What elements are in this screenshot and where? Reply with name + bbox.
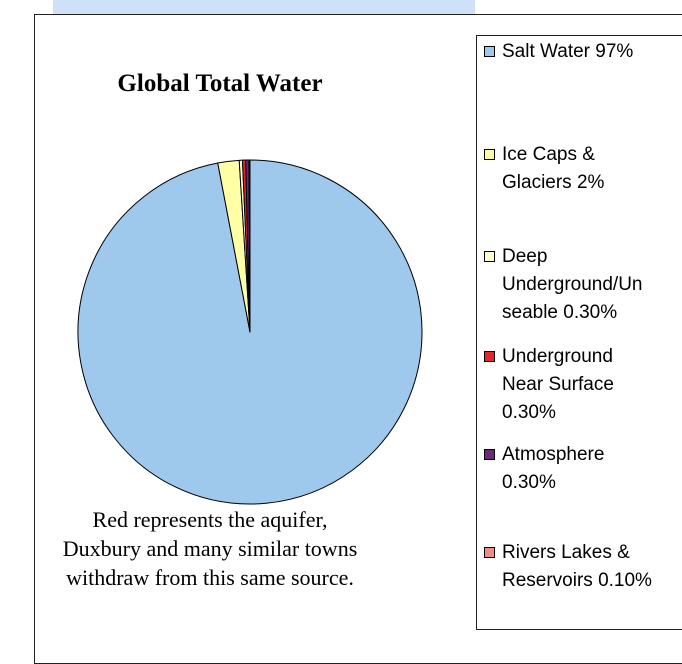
legend-label: Rivers Lakes & Reservoirs 0.10% bbox=[502, 539, 682, 595]
chart-caption: Red represents the aquifer, Duxbury and … bbox=[40, 505, 380, 592]
legend-swatch bbox=[484, 251, 495, 262]
legend-label: Underground Near Surface 0.30% bbox=[502, 343, 682, 427]
legend-swatch bbox=[484, 46, 495, 57]
legend-swatch bbox=[484, 351, 495, 362]
legend-label: Salt Water 97% bbox=[502, 38, 682, 66]
legend-label: Deep Underground/Un seable 0.30% bbox=[502, 243, 682, 327]
legend-swatch bbox=[484, 149, 495, 160]
legend-label: Ice Caps & Glaciers 2% bbox=[502, 141, 682, 197]
legend-swatch bbox=[484, 449, 495, 460]
chart-legend: Salt Water 97% Ice Caps & Glaciers 2% De… bbox=[476, 35, 682, 630]
legend-swatch bbox=[484, 547, 495, 558]
legend-label: Atmosphere 0.30% bbox=[502, 441, 682, 497]
